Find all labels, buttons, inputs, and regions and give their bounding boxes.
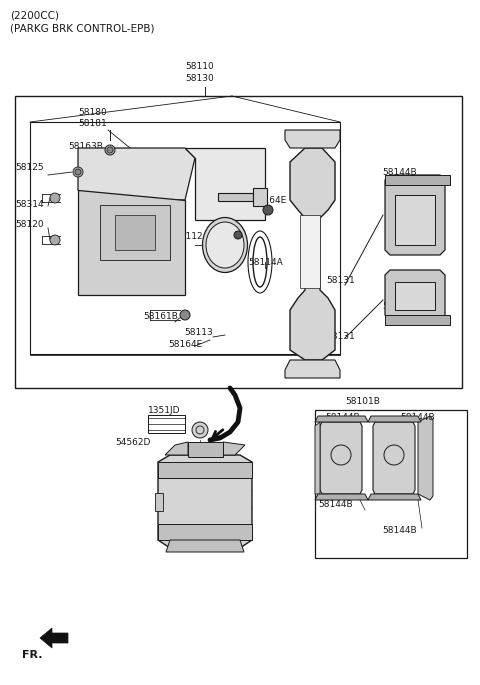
- Text: 54562D: 54562D: [115, 438, 150, 447]
- Polygon shape: [300, 215, 320, 288]
- Text: 58110: 58110: [186, 62, 215, 71]
- Circle shape: [75, 169, 81, 175]
- Text: 58164E: 58164E: [252, 196, 286, 205]
- Polygon shape: [320, 422, 362, 494]
- Circle shape: [180, 310, 190, 320]
- Polygon shape: [166, 540, 244, 552]
- Text: 58181: 58181: [78, 119, 107, 128]
- Polygon shape: [290, 148, 335, 360]
- Polygon shape: [158, 462, 252, 478]
- Text: 58131: 58131: [326, 276, 355, 285]
- Bar: [30, 122, 340, 354]
- Polygon shape: [285, 130, 340, 148]
- Polygon shape: [385, 315, 450, 325]
- Bar: [115, 215, 155, 250]
- Bar: [148, 415, 185, 433]
- Text: 58144B: 58144B: [325, 413, 360, 422]
- Polygon shape: [368, 494, 421, 500]
- Polygon shape: [385, 175, 450, 185]
- Bar: [253, 188, 267, 206]
- Text: 58180: 58180: [78, 108, 107, 117]
- Text: 58144B: 58144B: [382, 168, 417, 177]
- Circle shape: [50, 193, 60, 203]
- Text: 58164E: 58164E: [168, 340, 202, 349]
- Text: 1351JD: 1351JD: [148, 406, 180, 415]
- Circle shape: [234, 231, 242, 239]
- Polygon shape: [158, 524, 252, 540]
- Text: 58101B: 58101B: [345, 397, 380, 406]
- Text: FR.: FR.: [22, 650, 43, 660]
- Text: 58144B: 58144B: [318, 500, 353, 509]
- Text: 58120: 58120: [15, 220, 44, 229]
- Polygon shape: [385, 175, 445, 255]
- Text: 58162B: 58162B: [204, 168, 239, 177]
- Polygon shape: [395, 282, 435, 310]
- Polygon shape: [185, 148, 265, 220]
- Ellipse shape: [206, 222, 244, 268]
- Circle shape: [263, 205, 273, 215]
- Bar: [188, 442, 223, 457]
- Text: 58144B: 58144B: [382, 526, 417, 535]
- Bar: [315, 410, 467, 558]
- Text: 58130: 58130: [186, 74, 215, 83]
- Circle shape: [192, 422, 208, 438]
- Text: 58314: 58314: [15, 200, 44, 209]
- Circle shape: [105, 145, 115, 155]
- Text: 58144B: 58144B: [400, 413, 434, 422]
- Polygon shape: [78, 148, 195, 200]
- Bar: [218, 193, 253, 201]
- Text: 58125: 58125: [15, 163, 44, 172]
- Polygon shape: [40, 628, 68, 648]
- Text: 58163B: 58163B: [68, 142, 103, 151]
- Polygon shape: [368, 416, 421, 422]
- Bar: [15, 96, 462, 388]
- Polygon shape: [373, 422, 415, 494]
- Text: 58131: 58131: [326, 332, 355, 341]
- Bar: [100, 205, 170, 260]
- Text: (2200CC): (2200CC): [10, 10, 59, 20]
- Polygon shape: [78, 190, 185, 295]
- Polygon shape: [223, 442, 245, 455]
- Polygon shape: [165, 442, 188, 455]
- Polygon shape: [418, 416, 433, 500]
- Polygon shape: [158, 455, 252, 548]
- Text: 58161B: 58161B: [143, 312, 178, 321]
- Text: 58112: 58112: [174, 232, 203, 241]
- Polygon shape: [385, 270, 445, 320]
- Polygon shape: [285, 360, 340, 378]
- Polygon shape: [315, 494, 368, 500]
- Ellipse shape: [203, 218, 248, 273]
- Bar: [155, 493, 163, 511]
- Circle shape: [73, 167, 83, 177]
- Text: 58114A: 58114A: [248, 258, 283, 267]
- Polygon shape: [315, 416, 368, 422]
- Text: 58113: 58113: [184, 328, 213, 337]
- Polygon shape: [315, 422, 320, 494]
- Circle shape: [107, 147, 113, 153]
- Text: 58144B: 58144B: [382, 302, 417, 311]
- Text: (PARKG BRK CONTROL-EPB): (PARKG BRK CONTROL-EPB): [10, 23, 155, 33]
- Circle shape: [50, 235, 60, 245]
- Polygon shape: [395, 195, 435, 245]
